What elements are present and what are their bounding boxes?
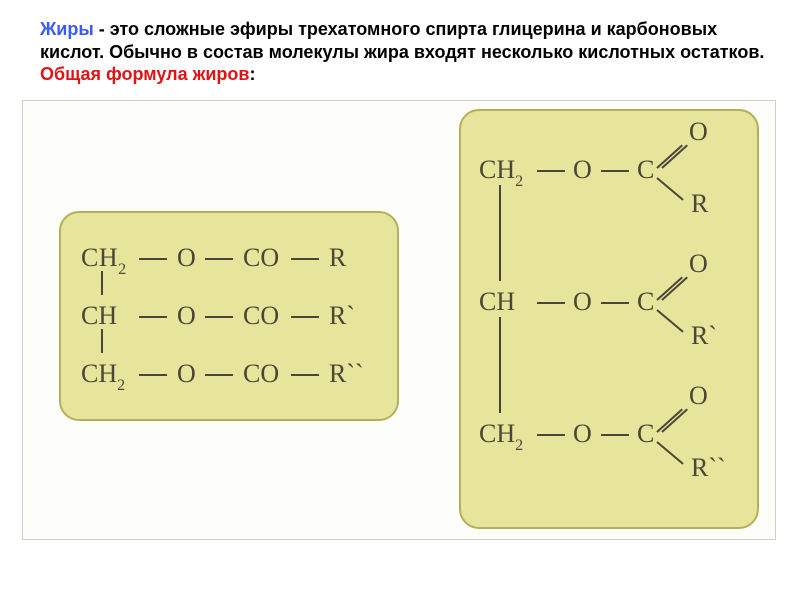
right-r2: R` [691,323,717,349]
formula-label-colon: : [250,64,256,84]
left-r2: R` [329,303,355,329]
bond-v [101,329,103,353]
right-c1: CH2 [479,157,523,188]
left-r3: R`` [329,361,364,387]
right-o2: O [573,289,592,315]
bond-v [499,185,501,281]
right-o1: O [573,157,592,183]
bond [537,434,565,436]
left-co1: CO [243,245,279,271]
left-o1: O [177,245,196,271]
bond [601,302,629,304]
bond [537,302,565,304]
bond [205,316,233,318]
bond [291,258,319,260]
description-body: - это сложные эфиры трехатомного спирта … [40,19,764,62]
bond [601,434,629,436]
left-o3: O [177,361,196,387]
bond [601,170,629,172]
right-o3: O [573,421,592,447]
bond [139,258,167,260]
right-formula-panel: CH2 O C O R CH O C O R` [459,109,759,529]
right-cc2: C [637,289,654,315]
left-co3: CO [243,361,279,387]
bond [139,374,167,376]
bond [291,374,319,376]
double-bond [657,415,689,447]
right-cc3: C [637,421,654,447]
right-c3: CH2 [479,421,523,452]
bond [537,170,565,172]
left-o2: O [177,303,196,329]
formula-label: Общая формула жиров [40,64,250,84]
left-r1: R [329,245,346,271]
bond-v [101,271,103,295]
left-co2: CO [243,303,279,329]
right-od3: O [689,383,708,409]
right-od1: O [689,119,708,145]
right-od2: O [689,251,708,277]
left-c3: CH2 [81,361,125,392]
term-zhiry: Жиры [40,19,94,39]
right-cc1: C [637,157,654,183]
bond-v [499,317,501,413]
double-bond [657,283,689,315]
right-c2: CH [479,289,515,315]
diagram-area: CH2 O CO R CH O CO R` CH2 O CO [22,100,776,540]
description-paragraph: Жиры - это сложные эфиры трехатомного сп… [22,18,778,86]
left-c2: CH [81,303,117,329]
bond [205,258,233,260]
right-r1: R [691,191,708,217]
bond [205,374,233,376]
bond [291,316,319,318]
right-r3: R`` [691,455,726,481]
bond [139,316,167,318]
double-bond [657,151,689,183]
left-c1: CH2 [81,245,127,276]
left-formula-panel: CH2 O CO R CH O CO R` CH2 O CO [59,211,399,421]
